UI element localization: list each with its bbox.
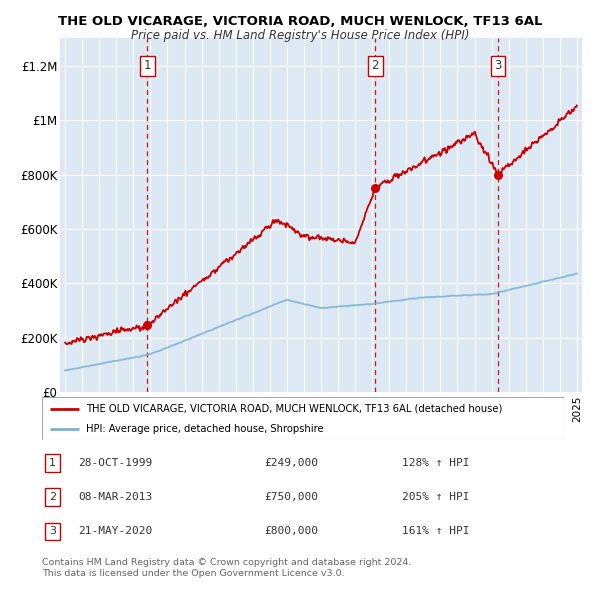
- Text: 28-OCT-1999: 28-OCT-1999: [78, 458, 152, 468]
- Text: 2: 2: [371, 59, 379, 72]
- Text: THE OLD VICARAGE, VICTORIA ROAD, MUCH WENLOCK, TF13 6AL: THE OLD VICARAGE, VICTORIA ROAD, MUCH WE…: [58, 15, 542, 28]
- Text: This data is licensed under the Open Government Licence v3.0.: This data is licensed under the Open Gov…: [42, 569, 344, 578]
- Text: HPI: Average price, detached house, Shropshire: HPI: Average price, detached house, Shro…: [86, 424, 324, 434]
- Text: 21-MAY-2020: 21-MAY-2020: [78, 526, 152, 536]
- Text: £750,000: £750,000: [264, 492, 318, 502]
- Text: 08-MAR-2013: 08-MAR-2013: [78, 492, 152, 502]
- Text: 3: 3: [494, 59, 502, 72]
- Text: THE OLD VICARAGE, VICTORIA ROAD, MUCH WENLOCK, TF13 6AL (detached house): THE OLD VICARAGE, VICTORIA ROAD, MUCH WE…: [86, 404, 503, 414]
- Text: 1: 1: [143, 59, 151, 72]
- Text: 3: 3: [49, 526, 56, 536]
- Text: 205% ↑ HPI: 205% ↑ HPI: [402, 492, 469, 502]
- Text: £800,000: £800,000: [264, 526, 318, 536]
- Text: 2: 2: [49, 492, 56, 502]
- Text: Contains HM Land Registry data © Crown copyright and database right 2024.: Contains HM Land Registry data © Crown c…: [42, 558, 412, 566]
- Text: Price paid vs. HM Land Registry's House Price Index (HPI): Price paid vs. HM Land Registry's House …: [131, 29, 469, 42]
- Text: 161% ↑ HPI: 161% ↑ HPI: [402, 526, 469, 536]
- Text: 128% ↑ HPI: 128% ↑ HPI: [402, 458, 469, 468]
- Text: 1: 1: [49, 458, 56, 468]
- Text: £249,000: £249,000: [264, 458, 318, 468]
